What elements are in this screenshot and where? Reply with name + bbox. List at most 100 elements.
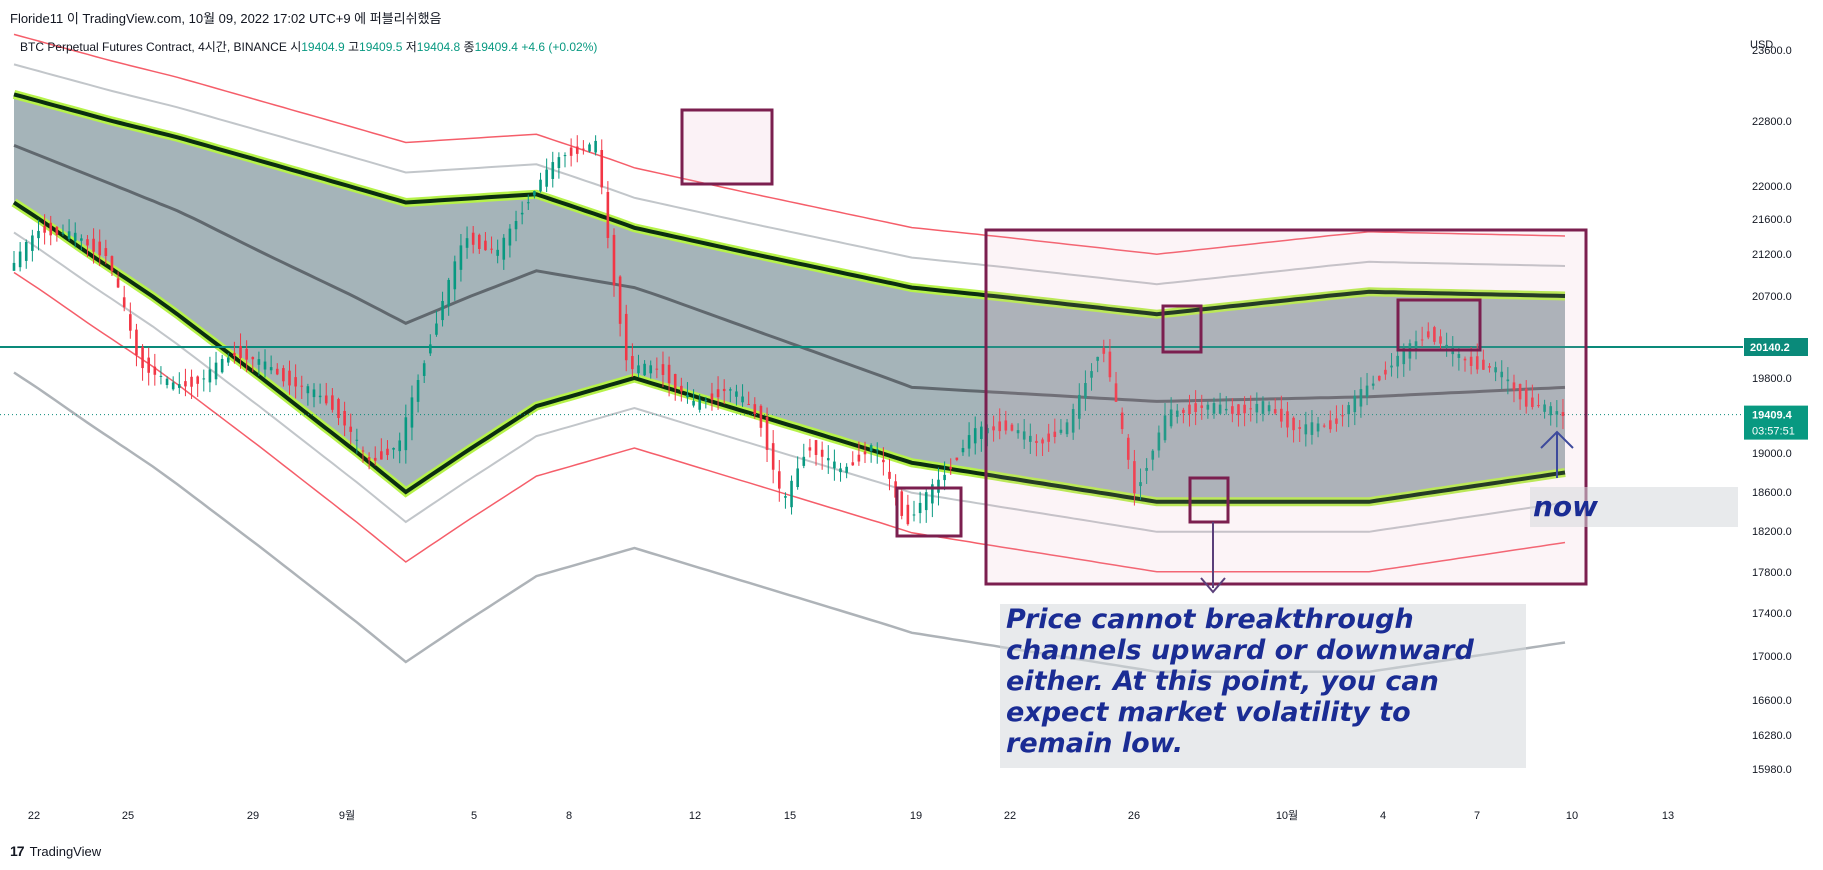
outer-band-lower xyxy=(13,231,1566,533)
candle-body xyxy=(1506,379,1510,382)
y-tick-label: 20700.0 xyxy=(1752,291,1792,303)
candle-body xyxy=(802,456,806,466)
candle-body xyxy=(1261,401,1265,414)
candle-body xyxy=(1347,405,1350,415)
candle-body xyxy=(875,449,879,451)
candle-body xyxy=(331,395,334,410)
candle-body xyxy=(355,439,359,441)
candle-body xyxy=(814,440,818,455)
candle-body xyxy=(643,363,646,376)
candle-body xyxy=(575,146,579,154)
candle-body xyxy=(1084,383,1087,399)
highlight-box xyxy=(984,228,1588,586)
candle-body xyxy=(220,358,224,373)
candle-body xyxy=(398,440,402,452)
candle-body xyxy=(741,396,744,403)
candle-body xyxy=(1010,424,1014,431)
candle-body xyxy=(1169,409,1173,427)
countdown-tag-text: 03:57:51 xyxy=(1752,426,1795,438)
x-tick-label: 10 xyxy=(1566,810,1578,822)
x-tick-label: 9월 xyxy=(339,809,355,822)
candle-body xyxy=(380,451,383,460)
candle-body xyxy=(735,391,738,397)
candle-body xyxy=(1537,405,1540,407)
candle-body xyxy=(92,238,95,252)
candle-body xyxy=(618,276,622,324)
candle-body xyxy=(851,462,855,466)
candle-body xyxy=(459,245,463,270)
close-value: 19409.4 xyxy=(474,40,518,54)
candle-body xyxy=(1335,418,1338,424)
candle-body xyxy=(31,235,34,251)
candle-body xyxy=(1463,358,1467,361)
high-value: 19409.5 xyxy=(359,40,403,54)
highlight-box xyxy=(895,486,963,538)
annotation-text[interactable]: Price cannot breakthrough channels upwar… xyxy=(1006,604,1474,759)
candle-body xyxy=(1255,403,1259,413)
candle-body xyxy=(490,248,493,250)
candle-body xyxy=(282,368,285,382)
y-tick-label: 19800.0 xyxy=(1752,373,1792,385)
candle-body xyxy=(1114,383,1118,402)
candle-body xyxy=(857,454,861,462)
candle-body xyxy=(949,466,953,469)
candle-body xyxy=(1384,369,1387,375)
candle-body xyxy=(820,449,824,457)
candle-body xyxy=(1126,437,1130,460)
candle-body xyxy=(551,162,555,179)
candle-body xyxy=(129,314,132,331)
candle-body xyxy=(61,232,65,234)
candle-body xyxy=(1139,482,1142,487)
low-label: 저 xyxy=(405,40,417,54)
candle-body xyxy=(251,357,255,360)
candle-body xyxy=(55,226,59,235)
x-tick-label: 25 xyxy=(122,810,134,822)
candle-body xyxy=(924,492,928,511)
channel-line-1 xyxy=(12,200,1566,504)
candle-body xyxy=(165,378,169,385)
candle-body xyxy=(471,232,475,245)
y-tick-label: 15980.0 xyxy=(1752,764,1792,776)
y-tick-label: 21200.0 xyxy=(1752,249,1792,261)
candle-body xyxy=(1273,409,1277,414)
candle-body xyxy=(1414,341,1418,350)
outer-red-lower xyxy=(13,271,1566,573)
candle-body xyxy=(435,323,438,335)
candle-body xyxy=(839,468,842,473)
candle-body xyxy=(1359,389,1363,407)
candle-body xyxy=(208,369,212,383)
candle-body xyxy=(980,426,983,439)
candle-body xyxy=(1200,405,1204,408)
candle-body xyxy=(1561,412,1565,417)
candle-body xyxy=(1555,411,1559,415)
highlight-box xyxy=(1188,476,1230,524)
level-tag-text: 20140.2 xyxy=(1750,342,1790,354)
price-tags: 20140.2 19409.4 03:57:51 xyxy=(1744,338,1808,440)
highlight-box xyxy=(1396,298,1482,352)
candle-body xyxy=(1188,404,1191,415)
candle-body xyxy=(12,262,16,271)
candle-body xyxy=(1549,406,1553,416)
candle-body xyxy=(539,179,542,192)
candle-body xyxy=(998,421,1002,432)
candle-body xyxy=(557,157,561,169)
candle-body xyxy=(1206,404,1210,410)
candle-body xyxy=(545,169,548,187)
candle-body xyxy=(992,426,995,431)
candle-body xyxy=(1090,371,1093,378)
x-tick-label: 5 xyxy=(471,810,477,822)
candle-body xyxy=(410,397,414,428)
candle-body xyxy=(790,480,793,508)
channel-line-0 xyxy=(13,92,1566,317)
now-label[interactable]: now xyxy=(1533,490,1599,523)
candle-body xyxy=(716,389,720,398)
candle-body xyxy=(122,297,126,308)
candle-body xyxy=(1433,327,1436,342)
channel-mid-line xyxy=(13,144,1566,403)
candle-body xyxy=(1341,415,1344,417)
candle-body xyxy=(1071,409,1075,433)
candle-body xyxy=(1218,404,1222,414)
candle-body xyxy=(869,445,873,451)
candle-body xyxy=(1194,403,1197,412)
